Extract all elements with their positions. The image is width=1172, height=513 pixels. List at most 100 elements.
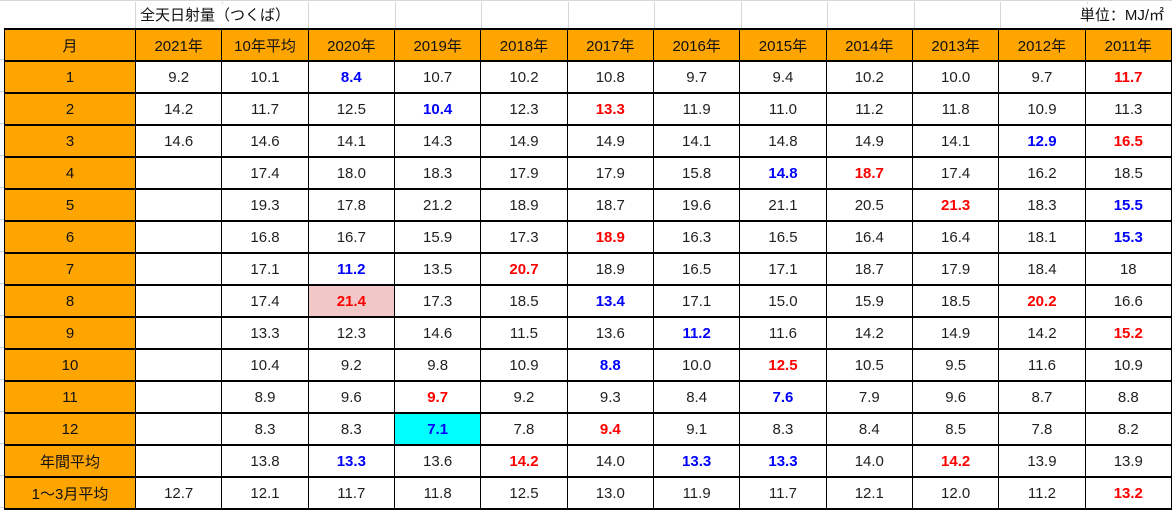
data-cell[interactable]: 13.3 — [307, 444, 395, 478]
data-cell[interactable]: 18.7 — [825, 252, 913, 286]
data-cell[interactable]: 14.3 — [393, 124, 482, 158]
data-cell[interactable]: 9.4 — [566, 412, 654, 446]
data-cell[interactable]: 14.8 — [739, 124, 827, 158]
data-cell[interactable]: 17.1 — [221, 252, 309, 286]
data-cell[interactable]: 18 — [1084, 252, 1172, 286]
data-cell[interactable]: 11.8 — [393, 476, 482, 510]
data-cell[interactable]: 15.9 — [393, 220, 482, 254]
data-cell[interactable]: 10.9 — [480, 348, 568, 382]
data-cell[interactable]: 13.6 — [566, 316, 654, 350]
data-cell[interactable] — [134, 284, 223, 318]
data-cell[interactable]: 7.8 — [998, 412, 1086, 446]
row-label[interactable]: 8 — [4, 284, 136, 318]
column-header[interactable]: 2018年 — [480, 28, 568, 62]
row-label[interactable]: 11 — [4, 380, 136, 414]
data-cell[interactable]: 10.2 — [480, 60, 568, 94]
data-cell[interactable]: 14.0 — [566, 444, 654, 478]
data-cell[interactable]: 14.1 — [652, 124, 741, 158]
data-cell[interactable] — [134, 348, 223, 382]
data-cell[interactable]: 10.7 — [393, 60, 482, 94]
data-cell[interactable]: 16.4 — [825, 220, 913, 254]
data-cell[interactable]: 12.5 — [480, 476, 568, 510]
data-cell[interactable]: 12.1 — [825, 476, 913, 510]
data-cell[interactable]: 9.6 — [911, 380, 1000, 414]
data-cell[interactable]: 9.3 — [566, 380, 654, 414]
data-cell[interactable]: 11.7 — [307, 476, 395, 510]
data-cell[interactable]: 11.3 — [1084, 92, 1172, 126]
data-cell[interactable]: 17.9 — [480, 156, 568, 190]
data-cell[interactable]: 13.3 — [652, 444, 741, 478]
row-label[interactable]: 9 — [4, 316, 136, 350]
data-cell[interactable]: 8.9 — [221, 380, 309, 414]
row-label[interactable]: 6 — [4, 220, 136, 254]
data-cell[interactable]: 8.7 — [998, 380, 1086, 414]
row-label[interactable]: 10 — [4, 348, 136, 382]
data-cell[interactable]: 21.4 — [307, 284, 395, 318]
data-cell[interactable]: 13.8 — [221, 444, 309, 478]
data-cell[interactable]: 16.3 — [652, 220, 741, 254]
data-cell[interactable]: 18.7 — [825, 156, 913, 190]
data-cell[interactable]: 9.1 — [652, 412, 741, 446]
data-cell[interactable]: 14.8 — [739, 156, 827, 190]
data-cell[interactable]: 11.6 — [739, 316, 827, 350]
data-cell[interactable]: 10.4 — [393, 92, 482, 126]
data-cell[interactable]: 11.9 — [652, 92, 741, 126]
data-cell[interactable]: 11.9 — [652, 476, 741, 510]
data-cell[interactable]: 20.2 — [998, 284, 1086, 318]
data-cell[interactable]: 13.6 — [393, 444, 482, 478]
data-cell[interactable]: 20.7 — [480, 252, 568, 286]
data-cell[interactable]: 8.8 — [566, 348, 654, 382]
data-cell[interactable]: 12.0 — [911, 476, 1000, 510]
column-header[interactable]: 2014年 — [825, 28, 913, 62]
data-cell[interactable]: 16.4 — [911, 220, 1000, 254]
data-cell[interactable]: 7.8 — [480, 412, 568, 446]
data-cell[interactable]: 14.2 — [480, 444, 568, 478]
data-cell[interactable]: 11.2 — [652, 316, 741, 350]
data-cell[interactable]: 8.4 — [825, 412, 913, 446]
data-cell[interactable]: 15.3 — [1084, 220, 1172, 254]
column-header[interactable]: 2016年 — [652, 28, 741, 62]
data-cell[interactable]: 8.4 — [307, 60, 395, 94]
data-cell[interactable]: 14.2 — [911, 444, 1000, 478]
data-cell[interactable]: 7.9 — [825, 380, 913, 414]
data-cell[interactable]: 10.0 — [652, 348, 741, 382]
data-cell[interactable]: 13.0 — [566, 476, 654, 510]
data-cell[interactable]: 10.0 — [911, 60, 1000, 94]
row-label[interactable]: 2 — [4, 92, 136, 126]
data-cell[interactable]: 15.5 — [1084, 188, 1172, 222]
data-cell[interactable]: 15.8 — [652, 156, 741, 190]
row-label[interactable]: 5 — [4, 188, 136, 222]
data-cell[interactable]: 13.3 — [739, 444, 827, 478]
data-cell[interactable]: 17.3 — [393, 284, 482, 318]
data-cell[interactable]: 8.2 — [1084, 412, 1172, 446]
data-cell[interactable]: 12.5 — [739, 348, 827, 382]
data-cell[interactable]: 16.5 — [1084, 124, 1172, 158]
data-cell[interactable]: 9.7 — [652, 60, 741, 94]
column-header[interactable]: 2021年 — [134, 28, 223, 62]
data-cell[interactable]: 18.4 — [998, 252, 1086, 286]
column-header[interactable]: 2012年 — [998, 28, 1086, 62]
data-cell[interactable]: 18.9 — [480, 188, 568, 222]
column-header[interactable]: 2017年 — [566, 28, 654, 62]
data-cell[interactable]: 9.7 — [998, 60, 1086, 94]
data-cell[interactable]: 8.4 — [652, 380, 741, 414]
data-cell[interactable]: 18.5 — [1084, 156, 1172, 190]
data-cell[interactable]: 14.9 — [566, 124, 654, 158]
column-header[interactable]: 10年平均 — [221, 28, 309, 62]
data-cell[interactable]: 8.3 — [307, 412, 395, 446]
data-cell[interactable]: 19.3 — [221, 188, 309, 222]
data-cell[interactable]: 18.1 — [998, 220, 1086, 254]
data-cell[interactable]: 9.8 — [393, 348, 482, 382]
data-cell[interactable] — [134, 380, 223, 414]
data-cell[interactable]: 9.2 — [307, 348, 395, 382]
data-cell[interactable]: 17.9 — [566, 156, 654, 190]
data-cell[interactable]: 14.1 — [911, 124, 1000, 158]
data-cell[interactable]: 11.2 — [998, 476, 1086, 510]
data-cell[interactable]: 16.6 — [1084, 284, 1172, 318]
data-cell[interactable]: 11.6 — [998, 348, 1086, 382]
data-cell[interactable]: 9.6 — [307, 380, 395, 414]
column-header[interactable]: 2013年 — [911, 28, 1000, 62]
data-cell[interactable]: 17.1 — [739, 252, 827, 286]
data-cell[interactable] — [134, 412, 223, 446]
data-cell[interactable]: 18.5 — [480, 284, 568, 318]
